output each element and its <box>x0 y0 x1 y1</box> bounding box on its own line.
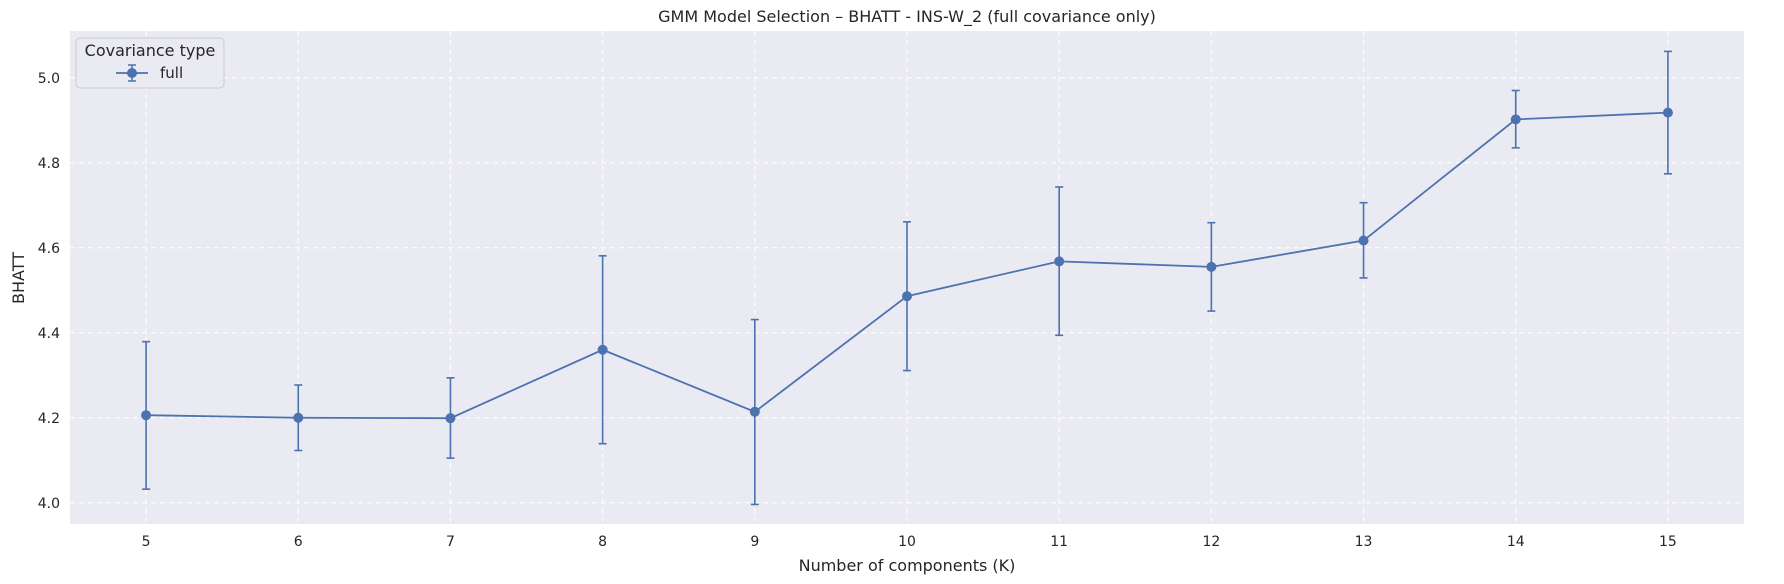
x-tick-label: 9 <box>750 534 759 550</box>
data-point <box>597 344 608 355</box>
x-tick-label: 12 <box>1202 534 1220 550</box>
x-tick-label: 13 <box>1355 534 1373 550</box>
x-tick-label: 14 <box>1507 534 1525 550</box>
y-tick-label: 4.6 <box>38 241 60 257</box>
data-point <box>1510 114 1521 125</box>
x-tick-label: 7 <box>446 534 455 550</box>
data-point <box>141 410 152 421</box>
data-point <box>1206 261 1217 272</box>
data-point <box>1662 107 1673 118</box>
series-full <box>141 50 1673 506</box>
x-axis-ticks: 5 6 7 8 9 10 11 12 13 14 15 <box>142 534 1677 550</box>
legend-swatch-full <box>116 64 148 82</box>
y-tick-label: 4.0 <box>38 496 60 512</box>
legend: Covariance type full <box>75 37 225 89</box>
x-axis-label: Number of components (K) <box>799 556 1016 575</box>
data-point <box>902 291 912 302</box>
y-axis-label: BHATT <box>9 252 28 304</box>
legend-label-full: full <box>160 64 183 82</box>
legend-title: Covariance type <box>85 41 216 60</box>
y-tick-label: 4.2 <box>38 411 60 427</box>
data-point <box>1358 235 1369 246</box>
data-point <box>1054 256 1065 267</box>
y-tick-label: 5.0 <box>38 71 60 87</box>
data-point <box>293 412 304 423</box>
legend-box <box>75 37 225 89</box>
data-point <box>445 413 456 424</box>
x-tick-label: 6 <box>294 534 303 550</box>
y-tick-label: 4.8 <box>38 156 60 172</box>
x-tick-label: 15 <box>1659 534 1677 550</box>
x-tick-label: 10 <box>898 534 916 550</box>
x-tick-label: 5 <box>142 534 151 550</box>
y-tick-label: 4.4 <box>38 326 60 342</box>
y-axis-ticks: 4.0 4.2 4.4 4.6 4.8 5.0 <box>38 71 60 512</box>
x-tick-label: 8 <box>598 534 607 550</box>
chart-title: GMM Model Selection – BHATT - INS-W_2 (f… <box>658 7 1156 27</box>
data-point <box>749 406 760 417</box>
x-tick-label: 11 <box>1050 534 1068 550</box>
